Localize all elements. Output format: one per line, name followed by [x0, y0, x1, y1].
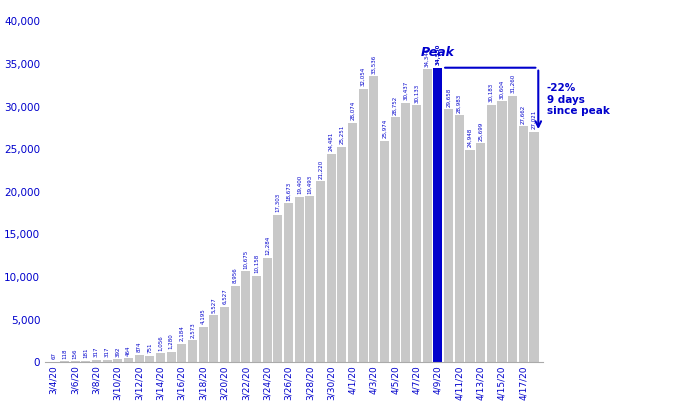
Text: 2,184: 2,184	[179, 326, 184, 341]
Text: 28,983: 28,983	[456, 93, 462, 113]
Bar	[70, 361, 80, 362]
Bar	[412, 105, 421, 362]
Bar	[262, 258, 272, 362]
Text: 30,133: 30,133	[414, 84, 419, 103]
Text: 30,437: 30,437	[403, 81, 408, 100]
Text: 181: 181	[83, 348, 88, 358]
Bar	[103, 360, 112, 362]
Bar	[359, 89, 368, 362]
Text: 25,974: 25,974	[382, 119, 387, 138]
Text: 29,658: 29,658	[446, 88, 451, 107]
Text: 34,550: 34,550	[436, 44, 440, 65]
Bar	[295, 197, 304, 362]
Bar	[135, 355, 144, 362]
Text: 34,346: 34,346	[425, 48, 430, 67]
Bar	[348, 123, 357, 362]
Bar	[274, 215, 283, 362]
Bar	[199, 327, 208, 362]
Text: 24,481: 24,481	[329, 132, 334, 151]
Bar	[380, 141, 389, 362]
Text: 19,493: 19,493	[307, 175, 313, 194]
Bar	[423, 69, 432, 362]
Text: 27,662: 27,662	[521, 105, 526, 124]
Text: -22%
9 days
since peak: -22% 9 days since peak	[547, 83, 609, 116]
Text: 17,303: 17,303	[275, 193, 281, 212]
Text: 67: 67	[51, 352, 57, 359]
Text: 6,527: 6,527	[222, 288, 227, 304]
Text: 24,948: 24,948	[468, 128, 473, 147]
Text: Peak: Peak	[421, 46, 455, 59]
Text: 30,604: 30,604	[500, 80, 505, 99]
Text: 33,536: 33,536	[371, 55, 376, 74]
Bar	[327, 154, 336, 362]
Bar	[124, 358, 133, 362]
Bar	[487, 105, 496, 362]
Bar	[498, 101, 507, 362]
Bar	[230, 286, 239, 362]
Text: 5,527: 5,527	[211, 297, 216, 313]
Text: 1,056: 1,056	[158, 335, 163, 351]
Bar	[156, 354, 165, 362]
Text: 18,673: 18,673	[286, 181, 291, 201]
Text: 27,021: 27,021	[531, 110, 537, 129]
Bar	[433, 68, 443, 362]
Text: 392: 392	[115, 346, 120, 356]
Bar	[508, 96, 517, 362]
Bar	[391, 117, 400, 362]
Bar	[81, 361, 90, 362]
Bar	[284, 203, 293, 362]
Bar	[242, 271, 251, 362]
Bar	[401, 103, 410, 362]
Bar	[305, 196, 314, 362]
Bar	[113, 359, 122, 362]
Text: 32,054: 32,054	[361, 67, 366, 86]
Bar	[519, 126, 528, 362]
Text: 30,183: 30,183	[489, 83, 493, 102]
Text: 10,158: 10,158	[254, 254, 259, 273]
Bar	[466, 149, 475, 362]
Bar	[177, 344, 186, 362]
Text: 751: 751	[147, 343, 152, 354]
Bar	[476, 143, 485, 362]
Bar	[316, 181, 325, 362]
Text: 317: 317	[105, 347, 110, 357]
Text: 2,573: 2,573	[190, 322, 195, 338]
Bar	[145, 356, 154, 362]
Text: 19,400: 19,400	[297, 175, 302, 194]
Text: 12,284: 12,284	[265, 236, 269, 255]
Bar	[530, 132, 539, 362]
Bar	[455, 115, 464, 362]
Bar	[167, 351, 176, 362]
Text: 156: 156	[73, 348, 77, 358]
Text: 28,074: 28,074	[350, 101, 355, 120]
Bar	[92, 360, 101, 362]
Text: 1,280: 1,280	[169, 333, 174, 349]
Text: 464: 464	[126, 345, 131, 356]
Text: 25,699: 25,699	[478, 122, 483, 141]
Text: 21,220: 21,220	[318, 160, 323, 179]
Bar	[252, 276, 261, 362]
Text: 10,675: 10,675	[244, 250, 248, 269]
Text: 25,251: 25,251	[339, 125, 344, 145]
Bar	[209, 315, 218, 362]
Text: 317: 317	[94, 347, 99, 357]
Bar	[220, 307, 229, 362]
Text: 874: 874	[137, 342, 142, 352]
Text: 4,195: 4,195	[200, 308, 206, 324]
Text: 31,260: 31,260	[510, 74, 515, 93]
Bar	[337, 147, 346, 362]
Text: 28,752: 28,752	[393, 95, 398, 115]
Text: 118: 118	[62, 348, 67, 359]
Text: 8,956: 8,956	[232, 268, 237, 284]
Bar	[188, 341, 197, 362]
Bar	[369, 76, 378, 362]
Bar	[444, 109, 453, 362]
